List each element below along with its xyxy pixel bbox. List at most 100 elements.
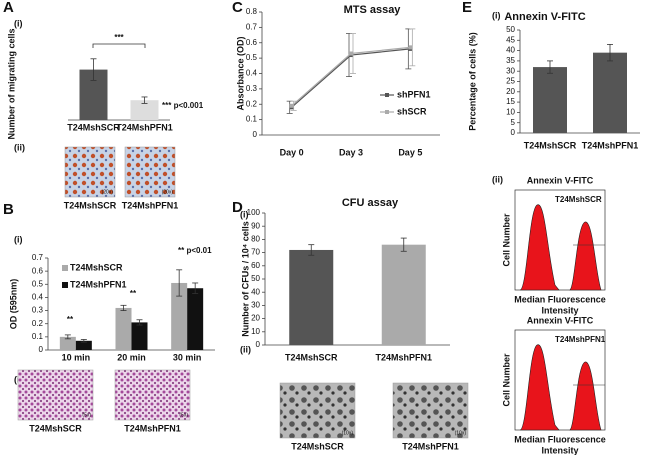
chart-title: CFU assay bbox=[342, 197, 399, 209]
bar bbox=[130, 100, 159, 120]
part-label: (ii) bbox=[240, 344, 251, 354]
x-tick-label: Day 5 bbox=[398, 147, 422, 157]
magnification: (5x) bbox=[82, 412, 91, 418]
point bbox=[349, 51, 353, 56]
y-tick-label: 80 bbox=[251, 235, 260, 244]
y-tick-label: 20 bbox=[506, 87, 515, 96]
micrograph bbox=[392, 382, 469, 439]
magnification: (20x) bbox=[162, 189, 174, 195]
flow-frame bbox=[514, 189, 606, 291]
bar bbox=[171, 282, 188, 350]
magnification: (20x) bbox=[102, 189, 114, 195]
micrograph bbox=[17, 369, 94, 421]
y-tick-label: 0.1 bbox=[32, 332, 44, 341]
micrograph bbox=[64, 146, 116, 198]
x-tick-label: T24MshPFN1 bbox=[375, 352, 432, 362]
y-tick-label: 40 bbox=[506, 46, 515, 55]
legend-swatch bbox=[385, 93, 389, 97]
y-tick-label: 100 bbox=[247, 208, 261, 217]
image-caption: T24MshPFN1 bbox=[124, 423, 181, 433]
flow-y-label: Cell Number bbox=[501, 353, 511, 407]
part-label: (ii) bbox=[14, 142, 25, 152]
panel-letter: B bbox=[3, 201, 14, 218]
y-tick-label: 35 bbox=[506, 56, 515, 65]
y-tick-label: 0 bbox=[253, 130, 258, 139]
y-axis-label: Percentage of cells (%) bbox=[467, 32, 477, 131]
magnification: (10x) bbox=[455, 430, 467, 436]
legend-swatch bbox=[385, 110, 389, 114]
y-tick-label: 0.3 bbox=[32, 306, 44, 315]
panel-letter: E bbox=[462, 0, 472, 16]
x-tick-label: T24MshSCR bbox=[67, 122, 120, 132]
y-tick-label: 0 bbox=[511, 128, 516, 137]
y-axis-label: Number of migrating cells bbox=[6, 28, 16, 139]
part-label: (i) bbox=[492, 10, 501, 20]
part-label: (ii) bbox=[492, 174, 503, 184]
y-tick-label: 0.5 bbox=[32, 279, 44, 288]
x-tick-label: Day 3 bbox=[339, 147, 363, 157]
bar bbox=[115, 307, 132, 350]
flow-x-label: Median Fluorescence bbox=[514, 294, 606, 304]
y-tick-label: 0.5 bbox=[246, 53, 258, 62]
part-label: (i) bbox=[14, 18, 23, 28]
y-tick-label: 10 bbox=[506, 108, 515, 117]
y-axis-label: Number of CFUs / 10⁴ cells bbox=[240, 221, 250, 336]
x-tick-label: Day 0 bbox=[280, 147, 304, 157]
y-tick-label: 0.4 bbox=[246, 69, 258, 78]
flow-x-label: Median Fluorescence bbox=[514, 434, 606, 444]
y-tick-label: 15 bbox=[506, 97, 515, 106]
magnification: (10x) bbox=[342, 430, 354, 436]
flow-x-label: Intensity bbox=[541, 305, 578, 315]
y-tick-label: 25 bbox=[506, 77, 515, 86]
image-caption: T24MshSCR bbox=[29, 423, 82, 433]
chart-title: Annexin V-FITC bbox=[504, 11, 585, 23]
flow-sample: T24MshPFN1 bbox=[555, 335, 606, 344]
legend-swatch bbox=[62, 282, 68, 288]
panel-letter: D bbox=[232, 199, 243, 216]
flow-peak bbox=[569, 361, 602, 431]
x-tick-label: 10 min bbox=[62, 352, 91, 362]
legend-label: T24MshSCR bbox=[70, 262, 123, 272]
bar bbox=[187, 288, 204, 350]
bar bbox=[593, 52, 627, 133]
x-tick-label: T24MshPFN1 bbox=[582, 140, 639, 150]
y-axis-label: OD (595nm) bbox=[8, 279, 18, 330]
panel-letter: A bbox=[3, 0, 14, 16]
y-tick-label: 10 bbox=[251, 327, 260, 336]
x-tick-label: T24MshSCR bbox=[524, 140, 577, 150]
y-tick-label: 50 bbox=[506, 25, 515, 34]
flow-frame bbox=[514, 329, 606, 431]
y-tick-label: 0.4 bbox=[32, 293, 44, 302]
y-tick-label: 40 bbox=[251, 287, 260, 296]
y-tick-label: 0.3 bbox=[246, 84, 258, 93]
magnification: (5x) bbox=[179, 412, 188, 418]
micrograph bbox=[279, 382, 356, 439]
y-tick-label: 50 bbox=[251, 274, 260, 283]
y-tick-label: 0.8 bbox=[246, 7, 258, 16]
legend-label: shSCR bbox=[397, 106, 427, 116]
micrograph bbox=[124, 146, 176, 198]
point bbox=[408, 45, 413, 50]
line bbox=[291, 48, 411, 108]
flow-peak bbox=[519, 204, 560, 291]
y-tick-label: 60 bbox=[251, 261, 260, 270]
y-tick-label: 0.7 bbox=[246, 22, 258, 31]
legend-label: shPFN1 bbox=[397, 89, 431, 99]
part-label: (i) bbox=[14, 234, 23, 244]
x-tick-label: T24MshSCR bbox=[285, 352, 338, 362]
y-tick-label: 0.2 bbox=[246, 99, 258, 108]
legend-label: T24MshPFN1 bbox=[70, 279, 127, 289]
annotation: ** bbox=[67, 315, 74, 324]
y-tick-label: 0.7 bbox=[32, 253, 44, 262]
image-caption: T24MshSCR bbox=[291, 441, 344, 451]
y-tick-label: 0 bbox=[256, 340, 261, 349]
panel-letter: C bbox=[232, 0, 243, 16]
y-tick-label: 0.6 bbox=[32, 266, 44, 275]
y-tick-label: 20 bbox=[251, 314, 260, 323]
y-tick-label: 0.1 bbox=[246, 115, 258, 124]
y-tick-label: 0 bbox=[39, 345, 44, 354]
legend-swatch bbox=[62, 265, 68, 271]
x-tick-label: T24MshPFN1 bbox=[116, 122, 173, 132]
annotation: ** p<0.01 bbox=[178, 246, 212, 255]
